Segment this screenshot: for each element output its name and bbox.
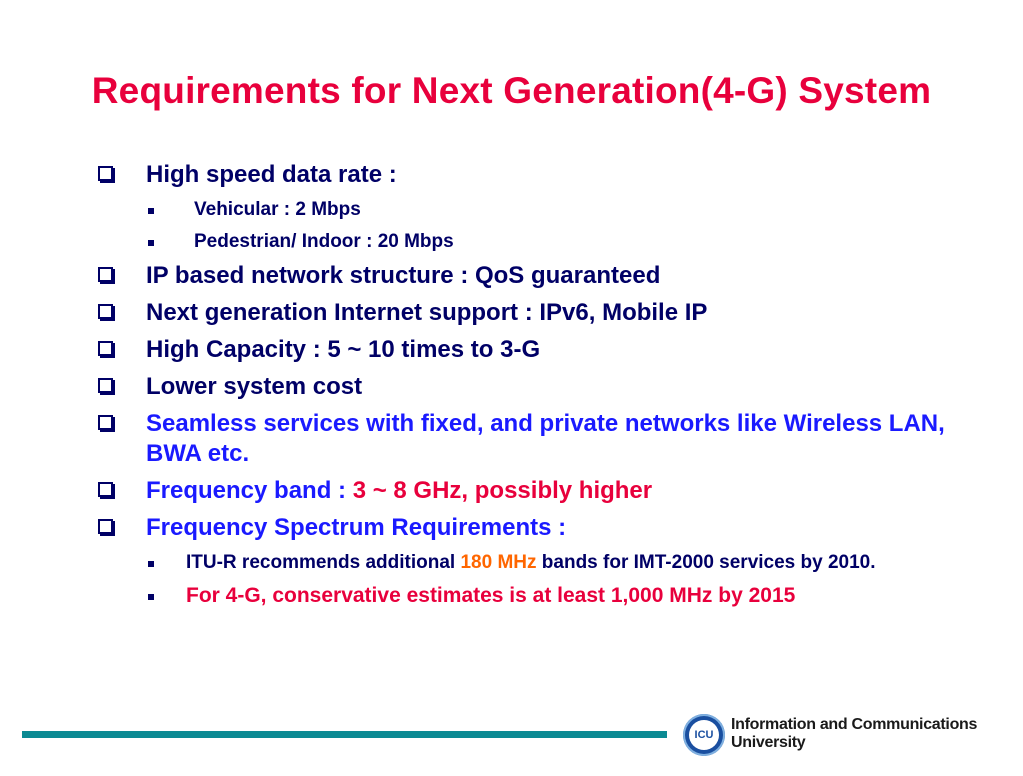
square-bullet-icon [148, 208, 154, 214]
sub-bullet-estimate: For 4-G, conservative estimates is at le… [98, 582, 958, 610]
checkbox-bullet-icon [98, 482, 113, 497]
sub-bullet-itu-suffix: bands for IMT-2000 services by 2010. [541, 552, 876, 573]
bullet-frequency-band-value: 3 ~ 8 GHz, possibly higher [352, 477, 653, 504]
checkbox-bullet-icon [98, 415, 113, 430]
sub-bullet-vehicular-text: Vehicular : 2 Mbps [194, 199, 361, 220]
bullet-ip-text: IP based network structure : QoS guarant… [146, 262, 661, 289]
checkbox-bullet-icon [98, 304, 113, 319]
university-logo-icon: ICU [683, 714, 725, 756]
sub-bullet-itu-highlight: 180 MHz [460, 552, 537, 573]
checkbox-bullet-icon [98, 267, 113, 282]
university-name-line1: Information and Communications [731, 716, 978, 733]
slide-title: Requirements for Next Generation(4-G) Sy… [91, 70, 932, 111]
checkbox-bullet-icon [98, 166, 113, 181]
bullet-seamless-text: Seamless services with fixed, and privat… [146, 410, 945, 467]
bullet-cost-text: Lower system cost [146, 373, 363, 400]
bullet-speed-label: High speed data rate : [146, 161, 397, 188]
checkbox-bullet-icon [98, 341, 113, 356]
sub-bullet-itu: ITU-R recommends additional 180 MHz band… [98, 550, 958, 576]
sub-bullet-estimate-text: For 4-G, conservative estimates is at le… [186, 584, 796, 607]
bullet-capacity: High Capacity : 5 ~ 10 times to 3-G [98, 335, 958, 365]
bullet-ip: IP based network structure : QoS guarant… [98, 261, 958, 291]
checkbox-bullet-icon [98, 378, 113, 393]
bullet-seamless: Seamless services with fixed, and privat… [98, 409, 958, 469]
bullet-capacity-text: High Capacity : 5 ~ 10 times to 3-G [146, 336, 541, 363]
footer-bar [22, 731, 667, 738]
bullet-spectrum-label: Frequency Spectrum Requirements : [146, 514, 567, 541]
bullet-speed: High speed data rate : [98, 160, 958, 190]
bullet-list: High speed data rate : Vehicular : 2 Mbp… [98, 160, 958, 616]
square-bullet-icon [148, 594, 154, 600]
bullet-cost: Lower system cost [98, 372, 958, 402]
bullet-internet-text: Next generation Internet support : IPv6,… [146, 299, 708, 326]
square-bullet-icon [148, 561, 154, 567]
square-bullet-icon [148, 240, 154, 246]
checkbox-bullet-icon [98, 519, 113, 534]
bullet-internet: Next generation Internet support : IPv6,… [98, 298, 958, 328]
logo-text: ICU [689, 720, 719, 750]
bullet-frequency-band: Frequency band : 3 ~ 8 GHz, possibly hig… [98, 476, 958, 506]
sub-bullet-itu-prefix: ITU-R recommends additional [186, 552, 456, 573]
university-name-line2: University [731, 734, 806, 751]
sub-bullet-pedestrian: Pedestrian/ Indoor : 20 Mbps [98, 229, 958, 255]
sub-bullet-vehicular: Vehicular : 2 Mbps [98, 197, 958, 223]
sub-bullet-pedestrian-text: Pedestrian/ Indoor : 20 Mbps [194, 231, 454, 252]
bullet-spectrum: Frequency Spectrum Requirements : [98, 513, 958, 543]
bullet-frequency-band-label: Frequency band : [146, 477, 347, 504]
university-name: Information and Communications Universit… [731, 716, 977, 752]
